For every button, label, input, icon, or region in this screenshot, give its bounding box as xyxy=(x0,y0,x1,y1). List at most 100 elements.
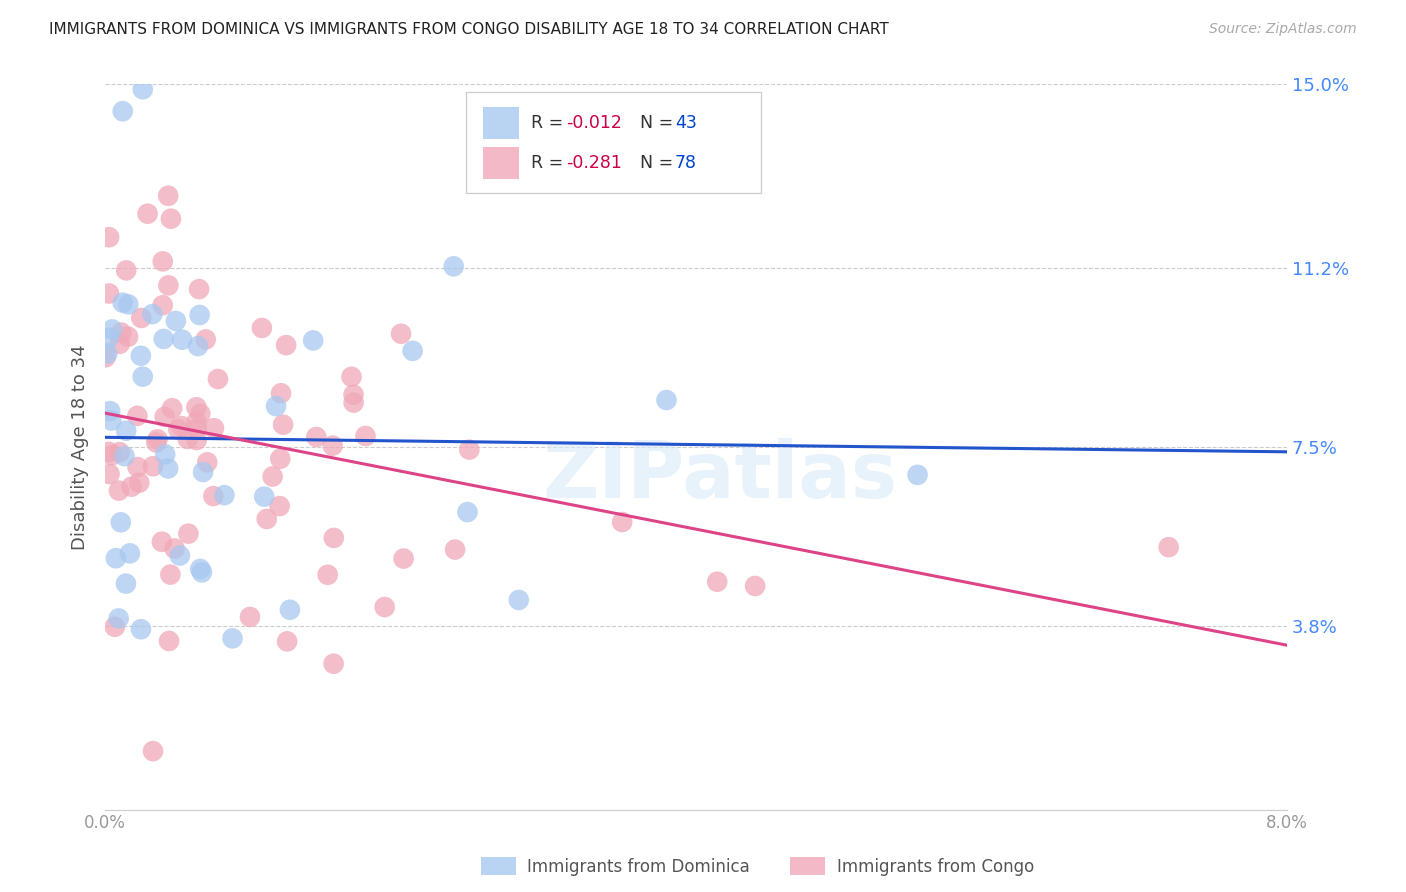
Point xyxy=(188,308,211,322)
Text: Source: ZipAtlas.com: Source: ZipAtlas.com xyxy=(1209,22,1357,37)
Point xyxy=(191,566,214,580)
Point xyxy=(177,526,200,541)
Point xyxy=(152,332,174,346)
Point xyxy=(468,151,491,165)
FancyBboxPatch shape xyxy=(790,857,825,875)
Point xyxy=(458,442,481,457)
Point xyxy=(128,475,150,490)
Point xyxy=(115,424,138,438)
Point xyxy=(101,449,124,463)
Point xyxy=(276,634,298,648)
Point xyxy=(214,488,236,502)
Point xyxy=(342,395,364,409)
Point xyxy=(157,188,180,202)
Point xyxy=(508,593,530,607)
Point xyxy=(172,333,194,347)
Point xyxy=(104,620,127,634)
Point xyxy=(256,512,278,526)
Point xyxy=(188,562,211,576)
Point xyxy=(165,314,187,328)
Point xyxy=(152,298,174,312)
Point xyxy=(744,579,766,593)
Point xyxy=(97,445,120,459)
Point xyxy=(157,461,180,475)
Point xyxy=(374,600,396,615)
Point xyxy=(907,467,929,482)
Text: N =: N = xyxy=(641,153,679,172)
Point xyxy=(101,322,124,336)
FancyBboxPatch shape xyxy=(465,92,761,194)
Point xyxy=(131,310,153,325)
Point xyxy=(97,331,120,345)
Point xyxy=(278,603,301,617)
Text: -0.012: -0.012 xyxy=(567,114,621,132)
Point xyxy=(612,515,634,529)
Point xyxy=(194,333,217,347)
Point xyxy=(150,534,173,549)
Point xyxy=(207,372,229,386)
Point xyxy=(186,433,208,447)
Point xyxy=(136,207,159,221)
Point xyxy=(152,254,174,268)
Point xyxy=(98,230,121,244)
Point xyxy=(160,211,183,226)
Text: R =: R = xyxy=(530,114,568,132)
Point xyxy=(340,369,363,384)
Point xyxy=(142,744,165,758)
Point xyxy=(98,404,121,418)
Point xyxy=(163,541,186,556)
Point xyxy=(114,449,136,463)
Point xyxy=(655,392,678,407)
Point xyxy=(239,610,262,624)
Text: R =: R = xyxy=(530,153,568,172)
Point xyxy=(108,336,131,351)
Point xyxy=(157,278,180,293)
Point xyxy=(316,567,339,582)
Point xyxy=(186,415,208,429)
Point xyxy=(706,574,728,589)
Point xyxy=(111,104,134,119)
Text: Immigrants from Dominica: Immigrants from Dominica xyxy=(527,858,749,876)
Point xyxy=(153,447,176,461)
Point xyxy=(186,401,208,415)
Point xyxy=(444,542,467,557)
Y-axis label: Disability Age 18 to 34: Disability Age 18 to 34 xyxy=(72,344,89,549)
Point xyxy=(98,286,121,301)
Text: Immigrants from Congo: Immigrants from Congo xyxy=(837,858,1033,876)
Point xyxy=(127,409,149,423)
Point xyxy=(202,489,225,503)
Text: 78: 78 xyxy=(675,153,697,172)
Point xyxy=(160,401,183,416)
Point xyxy=(107,611,129,625)
Point xyxy=(110,516,132,530)
Point xyxy=(132,82,155,96)
Point xyxy=(269,451,291,466)
Point xyxy=(322,439,344,453)
FancyBboxPatch shape xyxy=(481,857,516,875)
Point xyxy=(129,349,152,363)
Point xyxy=(117,297,139,311)
FancyBboxPatch shape xyxy=(484,107,519,139)
Text: IMMIGRANTS FROM DOMINICA VS IMMIGRANTS FROM CONGO DISABILITY AGE 18 TO 34 CORREL: IMMIGRANTS FROM DOMINICA VS IMMIGRANTS F… xyxy=(49,22,889,37)
Point xyxy=(1157,540,1180,554)
Point xyxy=(270,386,292,401)
Point xyxy=(342,387,364,401)
Point xyxy=(121,480,143,494)
Point xyxy=(305,430,328,444)
Point xyxy=(250,321,273,335)
Point xyxy=(195,455,218,469)
Point xyxy=(100,413,122,427)
Point xyxy=(110,326,132,340)
Point xyxy=(271,417,294,432)
Point xyxy=(108,445,131,459)
Point xyxy=(176,432,198,446)
Point xyxy=(443,260,465,274)
Point xyxy=(111,295,134,310)
Point xyxy=(104,551,127,566)
Point xyxy=(146,433,169,447)
Point xyxy=(262,469,284,483)
Point xyxy=(127,460,149,475)
Point xyxy=(115,576,138,591)
Point xyxy=(142,459,165,474)
Point xyxy=(202,421,225,435)
